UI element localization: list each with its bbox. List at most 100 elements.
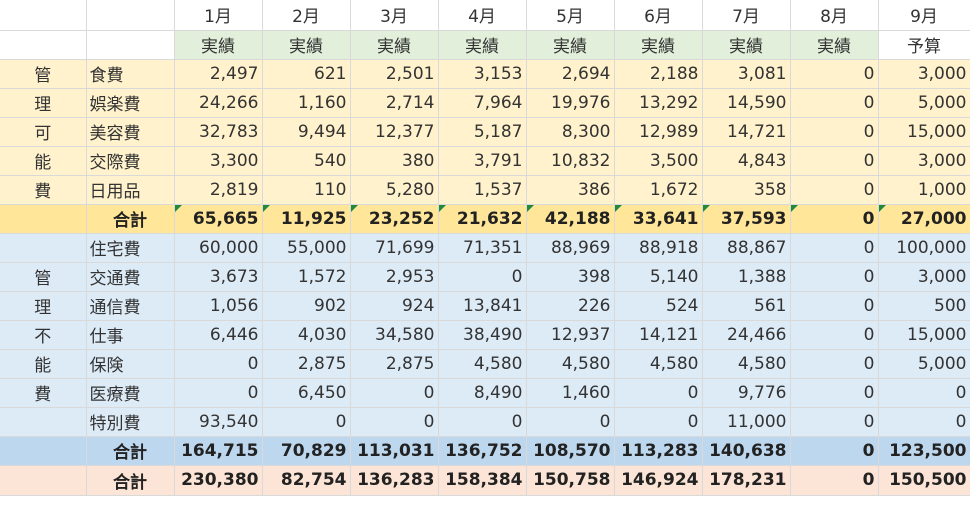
type-header[interactable]: 予算: [878, 30, 970, 60]
month-header[interactable]: 4月: [438, 0, 527, 31]
amount-cell[interactable]: 902: [262, 291, 351, 321]
total-amount-cell[interactable]: 23,252: [350, 204, 439, 234]
total-amount-cell[interactable]: 0: [790, 465, 879, 496]
amount-cell[interactable]: 0: [614, 407, 703, 437]
group-label-char[interactable]: 理: [0, 88, 87, 118]
group-label-char[interactable]: 能: [0, 349, 87, 379]
amount-cell[interactable]: 4,580: [438, 349, 527, 379]
amount-cell[interactable]: 8,490: [438, 378, 527, 408]
amount-cell[interactable]: 3,000: [878, 146, 970, 176]
amount-cell[interactable]: 0: [790, 146, 879, 176]
amount-cell[interactable]: 12,377: [350, 117, 439, 147]
amount-cell[interactable]: 0: [526, 407, 615, 437]
amount-cell[interactable]: 3,500: [614, 146, 703, 176]
group-label-char[interactable]: [0, 407, 87, 437]
amount-cell[interactable]: 524: [614, 291, 703, 321]
amount-cell[interactable]: 55,000: [262, 233, 351, 263]
amount-cell[interactable]: 12,937: [526, 320, 615, 350]
group-label-char[interactable]: 不: [0, 320, 87, 350]
amount-cell[interactable]: 924: [350, 291, 439, 321]
total-label[interactable]: 合計: [86, 436, 175, 466]
category-name[interactable]: 通信費: [86, 291, 175, 321]
amount-cell[interactable]: 2,501: [350, 59, 439, 89]
amount-cell[interactable]: 32,783: [174, 117, 263, 147]
amount-cell[interactable]: 0: [174, 349, 263, 379]
amount-cell[interactable]: 0: [790, 349, 879, 379]
empty-cell[interactable]: [0, 436, 87, 466]
month-header[interactable]: 7月: [702, 0, 791, 31]
amount-cell[interactable]: 34,580: [350, 320, 439, 350]
category-name[interactable]: 医療費: [86, 378, 175, 408]
month-header[interactable]: 5月: [526, 0, 615, 31]
amount-cell[interactable]: 0: [790, 117, 879, 147]
amount-cell[interactable]: 3,300: [174, 146, 263, 176]
amount-cell[interactable]: 24,266: [174, 88, 263, 118]
amount-cell[interactable]: 3,673: [174, 262, 263, 292]
amount-cell[interactable]: 6,446: [174, 320, 263, 350]
total-amount-cell[interactable]: 164,715: [174, 436, 263, 466]
total-amount-cell[interactable]: 158,384: [438, 465, 527, 496]
amount-cell[interactable]: 4,030: [262, 320, 351, 350]
total-amount-cell[interactable]: 113,031: [350, 436, 439, 466]
amount-cell[interactable]: 3,153: [438, 59, 527, 89]
corner-cell[interactable]: [0, 0, 87, 31]
amount-cell[interactable]: 9,776: [702, 378, 791, 408]
total-amount-cell[interactable]: 150,758: [526, 465, 615, 496]
amount-cell[interactable]: 1,160: [262, 88, 351, 118]
amount-cell[interactable]: 5,280: [350, 175, 439, 205]
amount-cell[interactable]: 2,875: [350, 349, 439, 379]
amount-cell[interactable]: 2,819: [174, 175, 263, 205]
amount-cell[interactable]: 3,791: [438, 146, 527, 176]
amount-cell[interactable]: 2,497: [174, 59, 263, 89]
total-amount-cell[interactable]: 108,570: [526, 436, 615, 466]
amount-cell[interactable]: 4,580: [702, 349, 791, 379]
amount-cell[interactable]: 3,081: [702, 59, 791, 89]
empty-cell[interactable]: [0, 30, 87, 60]
empty-cell[interactable]: [0, 465, 87, 496]
total-amount-cell[interactable]: 42,188: [526, 204, 615, 234]
amount-cell[interactable]: 1,672: [614, 175, 703, 205]
amount-cell[interactable]: 0: [790, 291, 879, 321]
amount-cell[interactable]: 0: [790, 88, 879, 118]
amount-cell[interactable]: 15,000: [878, 117, 970, 147]
amount-cell[interactable]: 0: [438, 407, 527, 437]
amount-cell[interactable]: 540: [262, 146, 351, 176]
amount-cell[interactable]: 1,056: [174, 291, 263, 321]
amount-cell[interactable]: 226: [526, 291, 615, 321]
group-label-char[interactable]: 管: [0, 262, 87, 292]
category-name[interactable]: 保険: [86, 349, 175, 379]
total-amount-cell[interactable]: 11,925: [262, 204, 351, 234]
total-amount-cell[interactable]: 37,593: [702, 204, 791, 234]
type-header[interactable]: 実績: [702, 30, 791, 60]
amount-cell[interactable]: 14,121: [614, 320, 703, 350]
group-label-char[interactable]: 費: [0, 175, 87, 205]
amount-cell[interactable]: 0: [262, 407, 351, 437]
amount-cell[interactable]: 0: [350, 378, 439, 408]
group-label-char[interactable]: 能: [0, 146, 87, 176]
group-label-char[interactable]: 費: [0, 378, 87, 408]
amount-cell[interactable]: 2,953: [350, 262, 439, 292]
group-label-char[interactable]: 理: [0, 291, 87, 321]
amount-cell[interactable]: 88,867: [702, 233, 791, 263]
category-header-cell[interactable]: [86, 0, 175, 31]
amount-cell[interactable]: 1,537: [438, 175, 527, 205]
amount-cell[interactable]: 5,140: [614, 262, 703, 292]
total-amount-cell[interactable]: 150,500: [878, 465, 970, 496]
total-amount-cell[interactable]: 140,638: [702, 436, 791, 466]
category-name[interactable]: 食費: [86, 59, 175, 89]
amount-cell[interactable]: 71,351: [438, 233, 527, 263]
total-amount-cell[interactable]: 136,283: [350, 465, 439, 496]
amount-cell[interactable]: 0: [790, 407, 879, 437]
amount-cell[interactable]: 0: [790, 320, 879, 350]
total-amount-cell[interactable]: 82,754: [262, 465, 351, 496]
amount-cell[interactable]: 3,000: [878, 262, 970, 292]
amount-cell[interactable]: 13,841: [438, 291, 527, 321]
amount-cell[interactable]: 5,187: [438, 117, 527, 147]
amount-cell[interactable]: 7,964: [438, 88, 527, 118]
amount-cell[interactable]: 0: [614, 378, 703, 408]
amount-cell[interactable]: 6,450: [262, 378, 351, 408]
amount-cell[interactable]: 71,699: [350, 233, 439, 263]
amount-cell[interactable]: 14,721: [702, 117, 791, 147]
amount-cell[interactable]: 88,969: [526, 233, 615, 263]
amount-cell[interactable]: 10,832: [526, 146, 615, 176]
